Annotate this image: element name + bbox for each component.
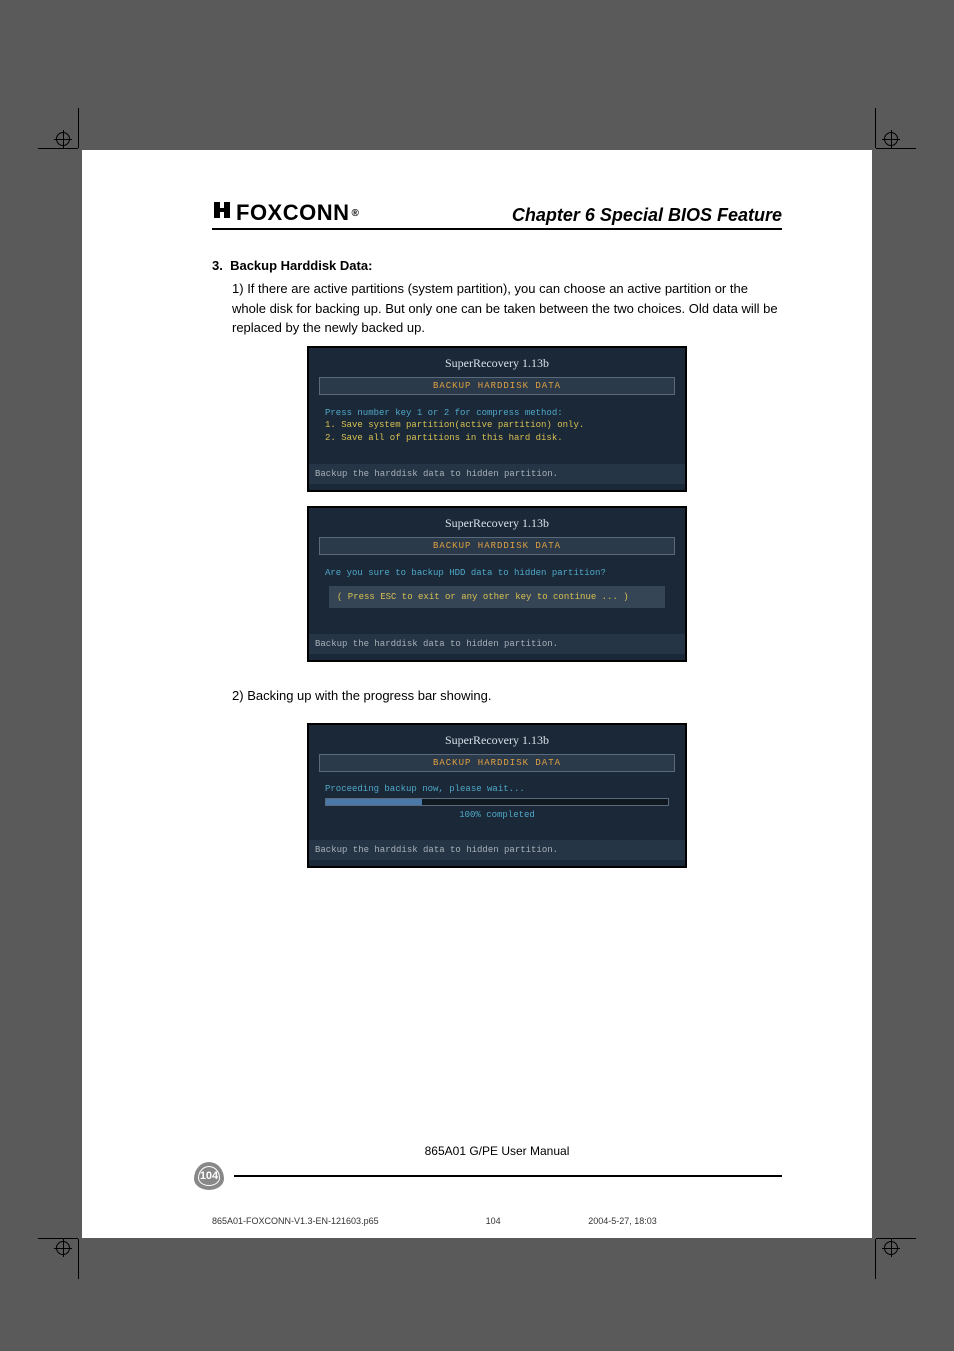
bios-body: Press number key 1 or 2 for compress met… <box>319 405 675 447</box>
foxconn-logo: FOXCONN ® <box>212 200 359 226</box>
bios-body: Are you sure to backup HDD data to hidde… <box>319 565 675 616</box>
registration-mark <box>884 132 898 146</box>
registration-mark <box>56 132 70 146</box>
registered-mark: ® <box>352 208 360 219</box>
registration-mark <box>884 1241 898 1255</box>
section-heading: 3. Backup Harddisk Data: <box>212 258 782 273</box>
page: FOXCONN ® Chapter 6 Special BIOS Feature… <box>82 150 872 1238</box>
crop-mark <box>876 148 916 149</box>
page-footer: 104 865A01 G/PE User Manual <box>212 1162 782 1190</box>
bios-footer: Backup the harddisk data to hidden parti… <box>309 840 685 860</box>
bios-proceeding: Proceeding backup now, please wait... <box>325 784 669 794</box>
print-date: 2004-5-27, 18:03 <box>588 1216 782 1226</box>
item-text: Backing up with the progress bar showing… <box>247 688 491 703</box>
chapter-title: Chapter 6 Special BIOS Feature <box>512 205 782 226</box>
page-number: 104 <box>200 1170 218 1182</box>
crop-mark <box>78 108 79 148</box>
crop-mark <box>875 1239 876 1279</box>
bios-option-2: 2. Save all of partitions in this hard d… <box>325 432 669 445</box>
print-page: 104 <box>486 1216 589 1226</box>
bios-option-1: 1. Save system partition(active partitio… <box>325 419 669 432</box>
bios-banner: BACKUP HARDDISK DATA <box>319 377 675 395</box>
body-para-2: 2) Backing up with the progress bar show… <box>232 686 782 706</box>
section-title: Backup Harddisk Data: <box>230 258 372 273</box>
manual-title: 865A01 G/PE User Manual <box>212 1144 782 1158</box>
footer-rule <box>234 1175 782 1177</box>
crop-mark <box>38 1238 78 1239</box>
bios-screenshot-2: SuperRecovery 1.13b BACKUP HARDDISK DATA… <box>307 506 687 662</box>
crop-mark <box>875 108 876 148</box>
registration-mark <box>56 1241 70 1255</box>
crop-mark <box>78 1239 79 1279</box>
bios-body: Proceeding backup now, please wait... 10… <box>319 782 675 822</box>
bios-title: SuperRecovery 1.13b <box>319 730 675 754</box>
bios-screenshot-3: SuperRecovery 1.13b BACKUP HARDDISK DATA… <box>307 723 687 868</box>
print-metadata: 865A01-FOXCONN-V1.3-EN-121603.p65 104 20… <box>212 1216 782 1226</box>
bios-banner: BACKUP HARDDISK DATA <box>319 537 675 555</box>
page-number-badge: 104 <box>194 1162 224 1190</box>
bios-title: SuperRecovery 1.13b <box>319 353 675 377</box>
body-para-1: 1) If there are active partitions (syste… <box>232 279 782 338</box>
crop-mark <box>38 148 78 149</box>
bios-screenshot-1: SuperRecovery 1.13b BACKUP HARDDISK DATA… <box>307 346 687 493</box>
bios-progress-fill <box>326 799 422 805</box>
logo-icon <box>212 200 232 226</box>
item-number: 1) <box>232 281 244 296</box>
bios-confirm-line1: Are you sure to backup HDD data to hidde… <box>325 567 669 580</box>
page-header: FOXCONN ® Chapter 6 Special BIOS Feature <box>212 200 782 230</box>
bios-confirm-box: ( Press ESC to exit or any other key to … <box>329 586 665 608</box>
bios-confirm-line2: ( Press ESC to exit or any other key to … <box>333 590 661 604</box>
item-text: If there are active partitions (system p… <box>232 281 778 335</box>
item-number: 2) <box>232 688 244 703</box>
content: 3. Backup Harddisk Data: 1) If there are… <box>212 258 782 868</box>
bios-title: SuperRecovery 1.13b <box>319 513 675 537</box>
bios-banner: BACKUP HARDDISK DATA <box>319 754 675 772</box>
bios-progress-bar <box>325 798 669 806</box>
bios-footer: Backup the harddisk data to hidden parti… <box>309 464 685 484</box>
section-number: 3. <box>212 258 223 273</box>
crop-mark <box>876 1238 916 1239</box>
print-filename: 865A01-FOXCONN-V1.3-EN-121603.p65 <box>212 1216 486 1226</box>
bios-footer: Backup the harddisk data to hidden parti… <box>309 634 685 654</box>
bios-prompt: Press number key 1 or 2 for compress met… <box>325 407 669 420</box>
logo-text: FOXCONN <box>236 200 350 226</box>
bios-progress-pct: 100% completed <box>325 810 669 820</box>
